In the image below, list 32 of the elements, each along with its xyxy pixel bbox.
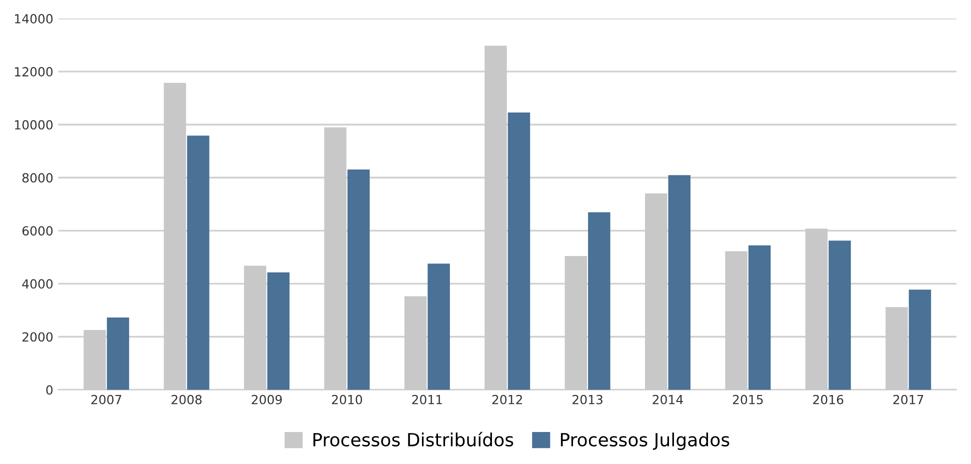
y-tick-label: 14000 — [15, 14, 53, 24]
y-tick-label: 4000 — [22, 279, 53, 289]
bar — [508, 112, 530, 390]
bar — [828, 240, 851, 390]
legend-label: Processos Distribuídos — [313, 432, 514, 447]
x-tick-label: 2007 — [91, 394, 122, 404]
x-tick-label: 2011 — [412, 394, 442, 404]
x-tick-label: 2016 — [813, 394, 844, 404]
bar — [668, 175, 690, 390]
x-tick-label: 2008 — [172, 394, 202, 404]
bar — [187, 136, 210, 390]
legend-label: Processos Julgados — [560, 432, 730, 450]
x-tick-label: 2009 — [252, 394, 282, 404]
bar — [106, 317, 130, 390]
bar — [428, 264, 450, 390]
x-tick-label: 2013 — [572, 394, 602, 404]
x-tick-label: 2010 — [332, 394, 362, 404]
bar — [748, 245, 771, 390]
y-tick-label: 8000 — [22, 173, 53, 183]
bar — [588, 212, 610, 390]
bar — [267, 272, 290, 390]
y-tick-label: 10000 — [15, 120, 53, 130]
x-tick-label: 2014 — [652, 394, 683, 404]
y-tick-label: 6000 — [22, 226, 53, 236]
x-tick-label: 2017 — [893, 394, 924, 404]
y-tick-label: 2000 — [22, 332, 53, 342]
y-tick-label: 0 — [46, 385, 53, 395]
bar — [908, 290, 932, 390]
x-tick-label: 2012 — [492, 394, 522, 404]
bar — [347, 170, 370, 390]
y-tick-label: 12000 — [15, 67, 53, 77]
x-tick-label: 2015 — [732, 394, 763, 404]
